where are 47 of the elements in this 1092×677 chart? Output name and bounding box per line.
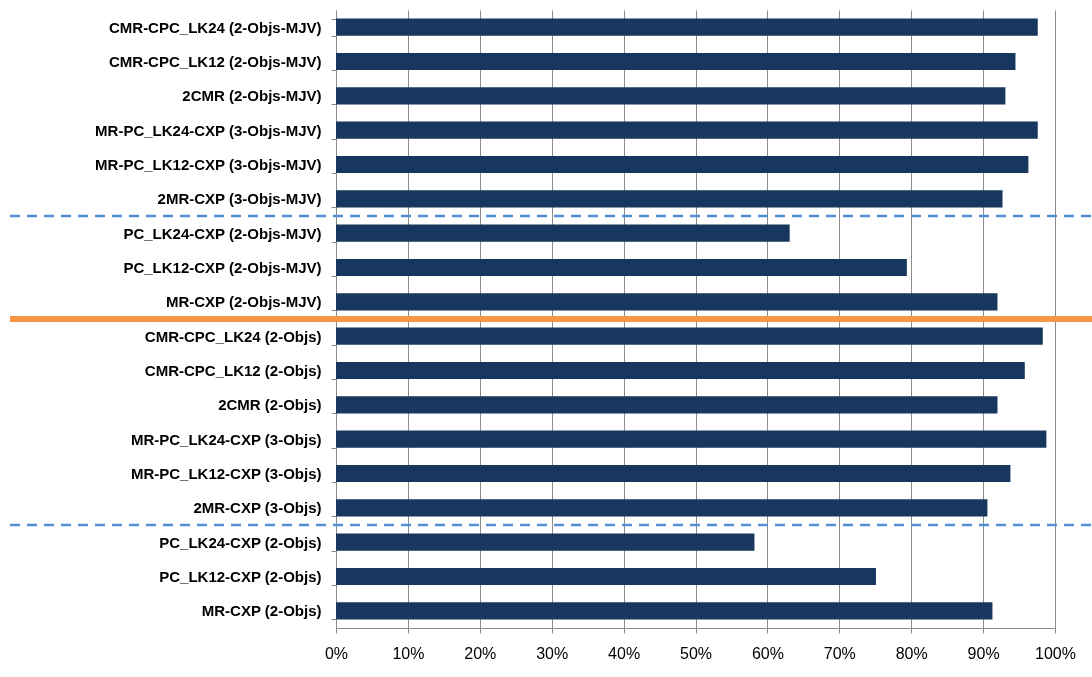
y-tick-label: MR-PC_LK24-CXP (3-Objs-MJV) xyxy=(95,121,322,139)
bar xyxy=(336,18,1038,36)
x-tick-label: 0% xyxy=(324,644,349,662)
y-tick-label: MR-PC_LK12-CXP (3-Objs) xyxy=(130,465,322,482)
bar xyxy=(336,155,1029,174)
y-tick-label: MR-CXP (2-Objs-MJV) xyxy=(165,293,322,311)
y-tick-label: PC_LK12-CXP (2-Objs) xyxy=(159,568,322,585)
bar xyxy=(336,258,907,277)
y-tick-label: CMR-CPC_LK12 (2-Objs) xyxy=(144,362,322,379)
bar xyxy=(336,293,998,311)
y-tick-label: MR-PC_LK12-CXP (3-Objs-MJV) xyxy=(95,156,322,173)
bar xyxy=(336,499,988,517)
bar xyxy=(336,224,790,242)
x-tick-label: 100% xyxy=(1035,644,1076,662)
bar xyxy=(336,190,1003,208)
x-tick-label: 70% xyxy=(823,644,856,662)
y-tick-label: CMR-CPC_LK12 (2-Objs-MJV) xyxy=(108,53,322,70)
y-tick-label: CMR-CPC_LK24 (2-Objs) xyxy=(144,327,322,345)
x-tick-label: 90% xyxy=(967,644,1000,662)
bar xyxy=(336,464,1011,483)
y-tick-label: PC_LK12-CXP (2-Objs-MJV) xyxy=(123,259,322,276)
x-tick-label: 50% xyxy=(679,644,713,662)
y-tick-label: 2MR-CXP (3-Objs-MJV) xyxy=(157,190,322,208)
x-tick-label: 20% xyxy=(464,644,497,662)
x-tick-label: 40% xyxy=(608,644,641,662)
bar xyxy=(336,361,1025,380)
bar xyxy=(336,52,1016,71)
y-tick-label: 2MR-CXP (3-Objs) xyxy=(193,499,322,517)
bar xyxy=(336,87,1006,105)
bar xyxy=(336,121,1038,139)
x-tick-label: 30% xyxy=(536,644,569,662)
x-tick-label: 80% xyxy=(895,644,928,662)
bar xyxy=(336,602,993,620)
y-tick-label: 2CMR (2-Objs-MJV) xyxy=(182,87,322,105)
x-tick-label: 10% xyxy=(392,644,425,662)
bar xyxy=(336,327,1043,345)
y-tick-label: PC_LK24-CXP (2-Objs-MJV) xyxy=(123,224,322,242)
x-tick-label: 60% xyxy=(751,644,784,662)
y-tick-label: MR-CXP (2-Objs) xyxy=(201,602,322,620)
bar xyxy=(336,533,755,551)
y-tick-label: 2CMR (2-Objs) xyxy=(218,396,322,414)
y-tick-label: CMR-CPC_LK24 (2-Objs-MJV) xyxy=(108,18,322,36)
y-tick-label: MR-PC_LK24-CXP (3-Objs) xyxy=(130,430,322,448)
bar xyxy=(336,430,1047,448)
bar xyxy=(336,567,876,586)
y-tick-label: PC_LK24-CXP (2-Objs) xyxy=(159,533,322,551)
bar xyxy=(336,396,998,414)
